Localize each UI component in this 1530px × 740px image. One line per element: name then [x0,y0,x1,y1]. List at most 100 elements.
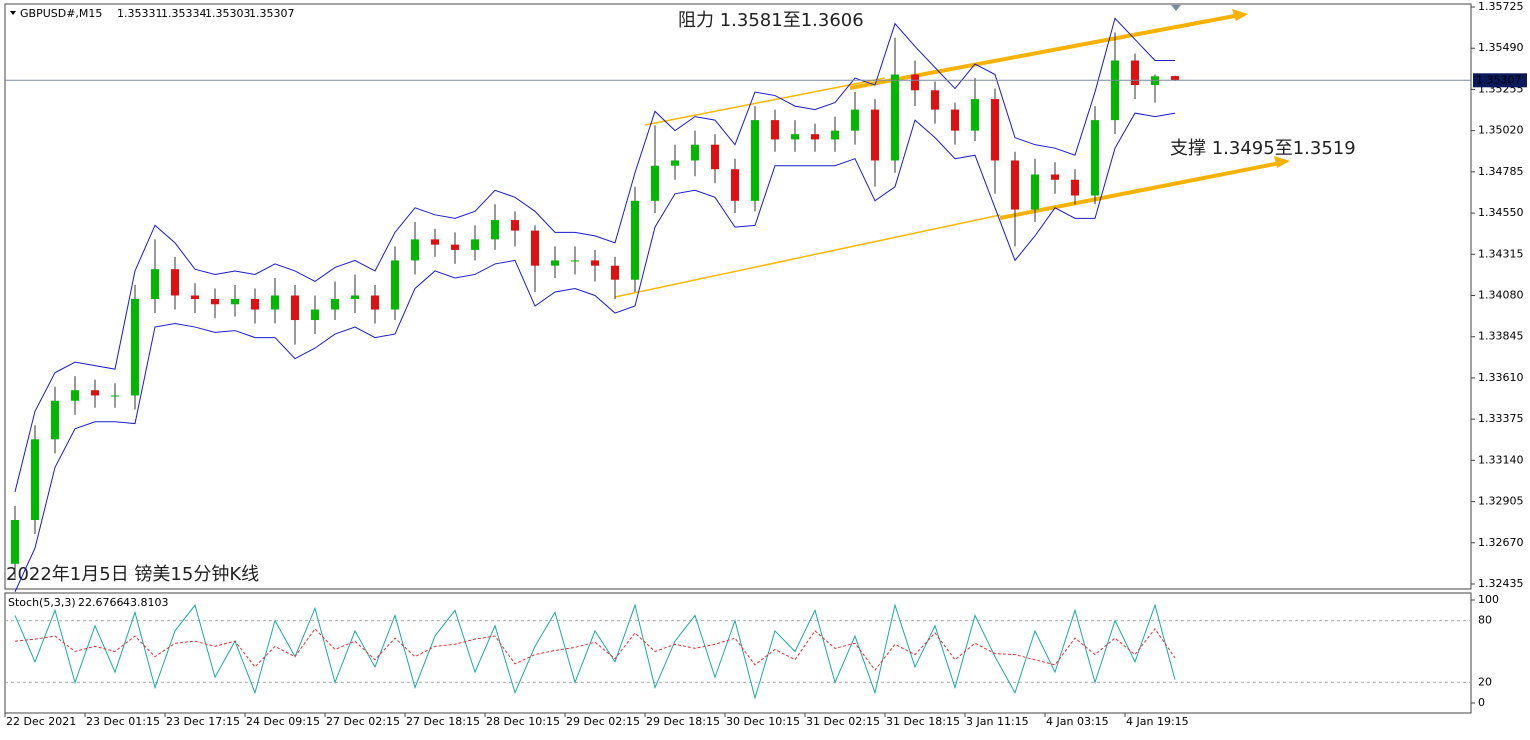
candle-body [611,265,619,280]
y-tick-label: 1.34785 [1478,165,1524,178]
x-tick-label: 31 Dec 02:15 [806,715,880,728]
candle-body [411,239,419,261]
candle-body [391,260,399,310]
candle-body [11,519,19,564]
x-tick-label: 27 Dec 18:15 [406,715,480,728]
stoch-frame [4,592,1472,714]
candle-body [1131,60,1139,86]
y-tick-label: 1.34315 [1478,247,1524,260]
x-tick-label: 28 Dec 10:15 [486,715,560,728]
band-upper [14,17,1175,493]
y-tick-label: 1.35020 [1478,124,1524,137]
ohlc-value: 1.35331 [117,7,163,20]
y-tick-label: 1.32670 [1478,536,1524,549]
y-tick-label: 1.34080 [1478,289,1524,302]
x-tick-label: 23 Dec 17:15 [166,715,240,728]
stoch-tick-label: 100 [1478,593,1499,606]
main-frame [4,3,1472,590]
candle-body [191,295,199,300]
candle-body [811,134,819,140]
channel-line [644,77,886,126]
arrow-head [1274,156,1290,168]
candle-body [1091,120,1099,196]
candle-body [231,299,239,305]
stoch-d [14,627,1176,671]
candle-body [651,165,659,201]
candle-body [551,260,559,266]
x-tick-label: 29 Dec 02:15 [566,715,640,728]
price-label: 1.35307 [1476,73,1522,86]
candle-body [131,299,139,396]
y-tick-label: 1.34550 [1478,206,1524,219]
y-tick-label: 1.35490 [1478,41,1524,54]
candle-body [71,390,79,401]
stoch-name: Stoch(5,3,3) [8,596,76,609]
candle-body [771,120,779,140]
x-tick-label: 24 Dec 09:15 [246,715,320,728]
channel-line [614,214,1001,298]
y-tick-label: 1.33845 [1478,330,1524,343]
x-tick-label: 22 Dec 2021 [6,715,76,728]
candle-body [691,144,699,161]
candle-body [991,99,999,161]
x-tick-label: 4 Jan 03:15 [1046,715,1109,728]
candle-body [51,400,59,440]
candle-body [711,144,719,170]
candle-body [851,109,859,131]
candle-body [731,169,739,201]
arrow-head [1232,9,1248,21]
candle-body [1171,76,1179,81]
x-tick-label: 30 Dec 10:15 [726,715,800,728]
candle-body [1051,174,1059,180]
x-tick-label: 4 Jan 19:15 [1126,715,1189,728]
candle-body [1031,174,1039,210]
annotation: 2022年1月5日 镑美15分钟K线 [6,564,259,585]
ohlc-value: 1.35307 [249,7,295,20]
candle-body [591,260,599,266]
candle-body [451,244,459,250]
candle-body [351,295,359,300]
stoch-k-value: 22.6766 [78,596,124,609]
candle-body [471,239,479,250]
candle-body [571,260,579,262]
candle-body [631,200,639,280]
shift-marker [1171,5,1181,11]
ohlc-value: 1.35303 [205,7,251,20]
candle-body [31,439,39,520]
candle-body [1111,60,1119,121]
menu-arrow [10,11,16,15]
candle-body [971,99,979,131]
candle-body [211,299,219,305]
candle-body [791,134,799,140]
candle-body [431,239,439,245]
x-tick-label: 29 Dec 18:15 [646,715,720,728]
candle-body [91,390,99,396]
annotation: 支撑 1.3495至1.3519 [1170,138,1356,159]
y-tick-label: 1.33610 [1478,371,1524,384]
stoch-d-value: 43.8103 [123,596,169,609]
candle-body [831,130,839,140]
x-tick-label: 3 Jan 11:15 [966,715,1029,728]
support-arrow [999,161,1281,220]
candle-body [331,299,339,310]
candle-body [951,109,959,131]
price-box [1473,73,1527,88]
x-tick-label: 23 Dec 01:15 [86,715,160,728]
x-tick-label: 27 Dec 02:15 [326,715,400,728]
candle-body [151,269,159,300]
candle-body [931,90,939,110]
annotation: 阻力 1.3581至1.3606 [678,10,864,31]
y-tick-label: 1.35725 [1478,0,1524,13]
symbol: GBPUSD#,M15 [20,7,102,20]
candle-body [491,220,499,240]
y-tick-label: 1.33140 [1478,453,1524,466]
stoch-tick-label: 0 [1478,696,1485,709]
candle-body [671,160,679,166]
ohlc-value: 1.35334 [161,7,207,20]
y-tick-label: 1.33375 [1478,412,1524,425]
stoch-tick-label: 80 [1478,614,1492,627]
band-lower [14,112,1176,593]
candle-body [1071,179,1079,196]
